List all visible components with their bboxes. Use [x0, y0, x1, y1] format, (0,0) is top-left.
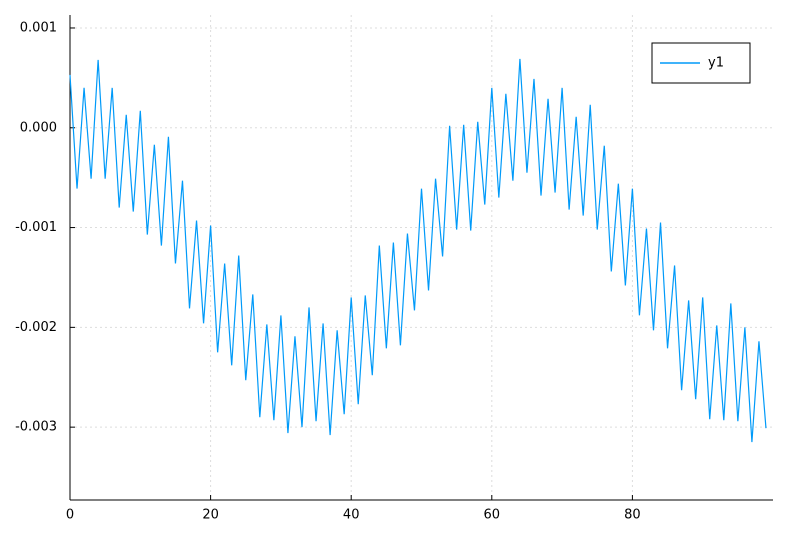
y-tick-label: -0.003 — [15, 420, 57, 435]
x-tick-label: 80 — [624, 508, 641, 523]
legend-label: y1 — [708, 56, 724, 71]
y-tick-label: -0.002 — [15, 320, 57, 335]
y-tick-label: -0.001 — [15, 220, 57, 235]
x-tick-label: 60 — [484, 508, 501, 523]
x-tick-label: 40 — [343, 508, 360, 523]
x-tick-label: 20 — [202, 508, 219, 523]
x-tick-label: 0 — [66, 508, 74, 523]
y-tick-label: 0.000 — [20, 120, 57, 135]
data-line — [69, 58, 767, 443]
y-tick-label: 0.001 — [20, 20, 57, 35]
